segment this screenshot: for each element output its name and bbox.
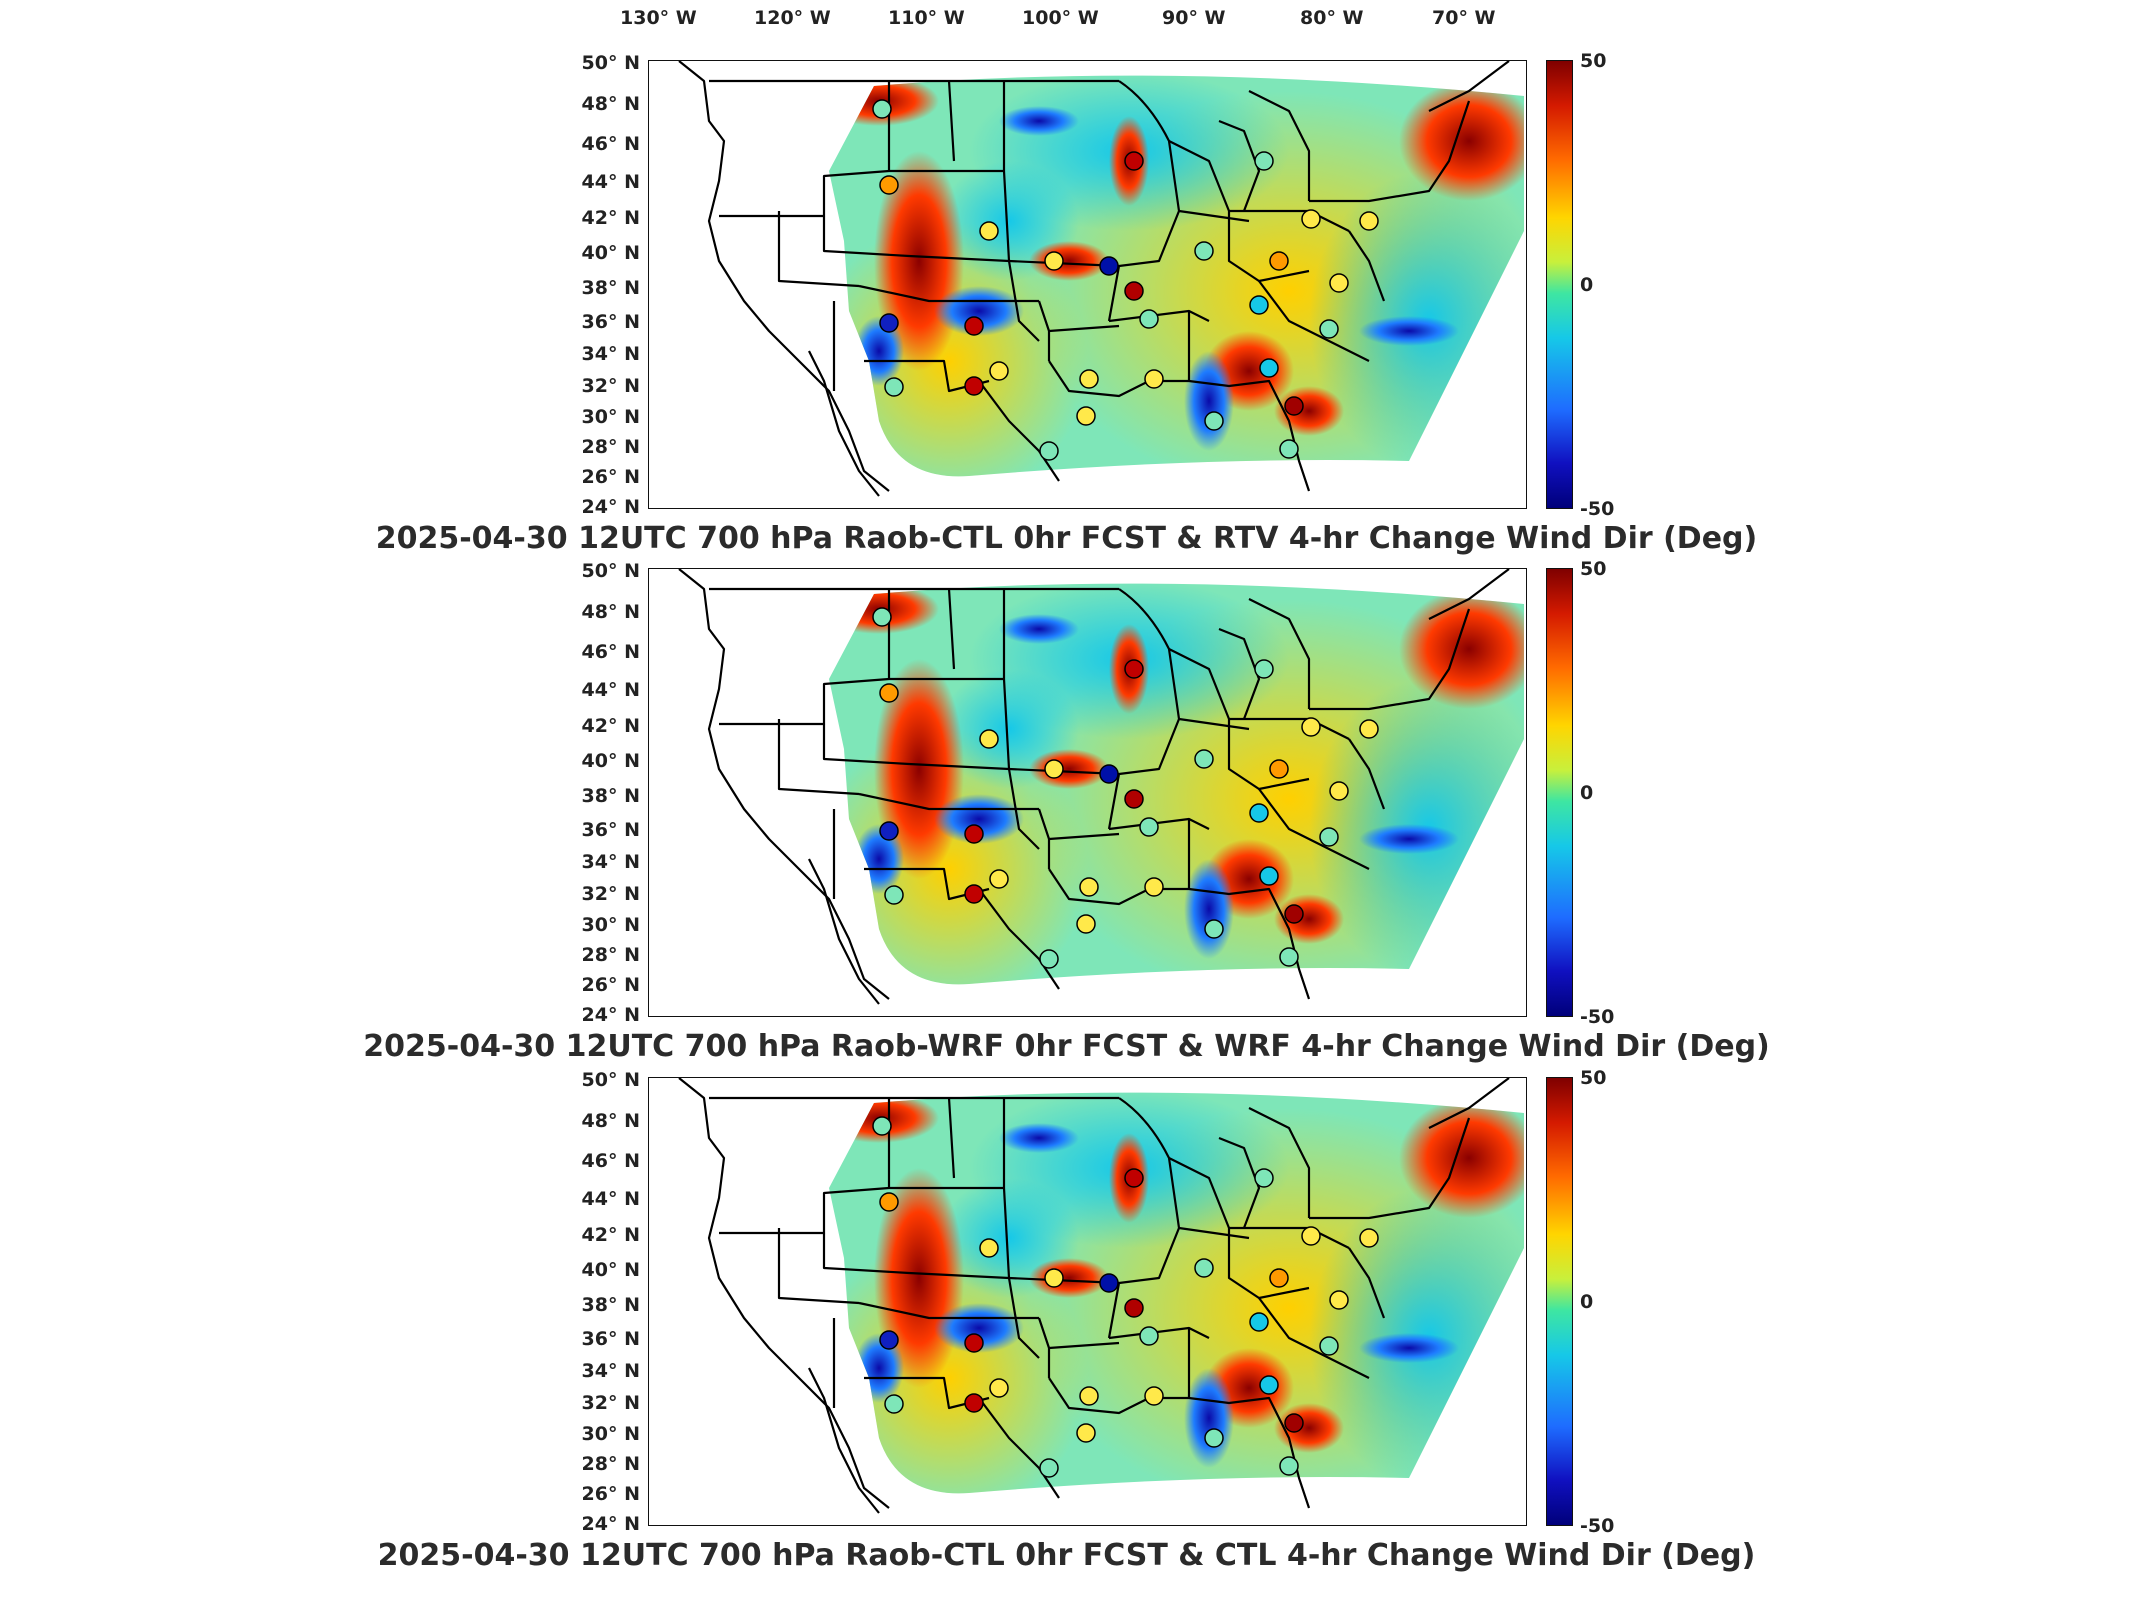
lat-label: 36° N [581,819,640,841]
lat-label: 32° N [581,1392,640,1414]
lat-label: 50° N [581,52,640,74]
lat-label: 38° N [581,277,640,299]
lat-label: 42° N [581,1224,640,1246]
lat-label: 48° N [581,601,640,623]
lat-label: 24° N [581,496,640,518]
lat-label: 44° N [581,171,640,193]
lat-label: 36° N [581,311,640,333]
lon-label: 130° W [620,7,697,29]
colorbar-min-label: -50 [1580,1006,1615,1028]
lat-label: 46° N [581,1150,640,1172]
lat-label: 48° N [581,1110,640,1132]
lat-label: 46° N [581,641,640,663]
lat-label: 28° N [581,944,640,966]
colorbar-max-label: 50 [1580,558,1607,580]
lat-label: 24° N [581,1004,640,1026]
lat-label: 42° N [581,207,640,229]
colorbar-max-label: 50 [1580,50,1607,72]
lat-label: 30° N [581,406,640,428]
lat-label: 38° N [581,1294,640,1316]
lon-label: 110° W [888,7,965,29]
lat-label: 34° N [581,851,640,873]
map-plot [648,1077,1527,1526]
colorbar-min-label: -50 [1580,1515,1615,1537]
lon-label: 120° W [754,7,831,29]
lat-label: 40° N [581,242,640,264]
lat-label: 32° N [581,375,640,397]
lat-label: 46° N [581,133,640,155]
colorbar [1546,1077,1573,1526]
colorbar-min-label: -50 [1580,498,1615,520]
colorbar-max-label: 50 [1580,1067,1607,1089]
longitude-axis: 130° W 120° W 110° W 100° W 90° W 80° W … [0,0,2133,40]
lat-label: 40° N [581,1259,640,1281]
colorbar-mid-label: 0 [1580,1291,1594,1313]
panel-title: 2025-04-30 12UTC 700 hPa Raob-CTL 0hr FC… [377,1538,1756,1573]
lat-label: 28° N [581,436,640,458]
panel-title: 2025-04-30 12UTC 700 hPa Raob-WRF 0hr FC… [363,1029,1770,1064]
lat-label: 34° N [581,1360,640,1382]
lat-label: 28° N [581,1453,640,1475]
lat-label: 44° N [581,1188,640,1210]
lat-label: 26° N [581,466,640,488]
lon-label: 70° W [1432,7,1496,29]
lon-label: 100° W [1022,7,1099,29]
map-plot [648,568,1527,1017]
colorbar-mid-label: 0 [1580,274,1594,296]
lat-label: 48° N [581,93,640,115]
lat-label: 38° N [581,785,640,807]
colorbar-mid-label: 0 [1580,782,1594,804]
colorbar [1546,568,1573,1017]
map-plot [648,60,1527,509]
lat-label: 42° N [581,715,640,737]
lat-label: 30° N [581,914,640,936]
lat-label: 34° N [581,343,640,365]
lat-label: 50° N [581,1069,640,1091]
lat-label: 26° N [581,1483,640,1505]
lat-label: 50° N [581,560,640,582]
lat-label: 26° N [581,974,640,996]
lat-label: 40° N [581,750,640,772]
lon-label: 90° W [1162,7,1226,29]
lat-label: 32° N [581,883,640,905]
panel-title: 2025-04-30 12UTC 700 hPa Raob-CTL 0hr FC… [375,521,1758,556]
lat-label: 30° N [581,1423,640,1445]
lat-label: 36° N [581,1328,640,1350]
lat-label: 44° N [581,679,640,701]
colorbar [1546,60,1573,509]
lat-label: 24° N [581,1513,640,1535]
lon-label: 80° W [1300,7,1364,29]
